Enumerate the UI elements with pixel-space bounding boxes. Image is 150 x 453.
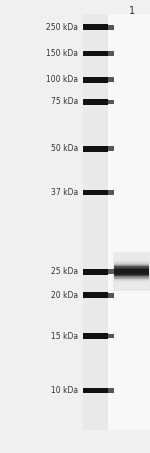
FancyBboxPatch shape — [114, 276, 148, 277]
FancyBboxPatch shape — [83, 145, 108, 151]
Text: 20 kDa: 20 kDa — [51, 291, 78, 300]
FancyBboxPatch shape — [83, 50, 108, 56]
FancyBboxPatch shape — [114, 272, 148, 273]
FancyBboxPatch shape — [114, 264, 148, 265]
FancyBboxPatch shape — [114, 270, 148, 271]
FancyBboxPatch shape — [114, 279, 148, 280]
FancyBboxPatch shape — [108, 51, 114, 56]
FancyBboxPatch shape — [108, 146, 114, 151]
FancyBboxPatch shape — [114, 268, 148, 269]
FancyBboxPatch shape — [108, 77, 114, 82]
FancyBboxPatch shape — [83, 189, 108, 196]
FancyBboxPatch shape — [114, 267, 148, 268]
FancyBboxPatch shape — [114, 271, 148, 272]
Text: 75 kDa: 75 kDa — [51, 97, 78, 106]
FancyBboxPatch shape — [114, 273, 148, 274]
FancyBboxPatch shape — [108, 334, 114, 338]
FancyBboxPatch shape — [114, 279, 148, 280]
FancyBboxPatch shape — [83, 24, 108, 30]
FancyBboxPatch shape — [114, 264, 148, 265]
Text: 250 kDa: 250 kDa — [46, 23, 78, 32]
FancyBboxPatch shape — [83, 388, 108, 393]
FancyBboxPatch shape — [114, 269, 148, 270]
FancyBboxPatch shape — [108, 293, 114, 298]
FancyBboxPatch shape — [114, 274, 148, 275]
FancyBboxPatch shape — [114, 273, 148, 274]
FancyBboxPatch shape — [83, 293, 108, 298]
Text: 100 kDa: 100 kDa — [46, 75, 78, 84]
FancyBboxPatch shape — [114, 271, 148, 272]
Text: 25 kDa: 25 kDa — [51, 267, 78, 276]
FancyBboxPatch shape — [108, 270, 114, 274]
FancyBboxPatch shape — [83, 269, 108, 275]
FancyBboxPatch shape — [108, 25, 114, 29]
FancyBboxPatch shape — [114, 277, 148, 278]
FancyBboxPatch shape — [114, 263, 148, 264]
FancyBboxPatch shape — [114, 263, 148, 264]
Text: 15 kDa: 15 kDa — [51, 332, 78, 341]
Text: 150 kDa: 150 kDa — [46, 49, 78, 58]
FancyBboxPatch shape — [83, 14, 108, 430]
FancyBboxPatch shape — [114, 272, 148, 273]
FancyBboxPatch shape — [108, 100, 114, 104]
FancyBboxPatch shape — [108, 190, 114, 195]
FancyBboxPatch shape — [114, 275, 148, 276]
FancyBboxPatch shape — [114, 270, 148, 271]
FancyBboxPatch shape — [114, 265, 148, 266]
FancyBboxPatch shape — [83, 333, 108, 339]
Text: 1: 1 — [129, 6, 135, 16]
FancyBboxPatch shape — [112, 252, 150, 291]
FancyBboxPatch shape — [114, 271, 148, 272]
FancyBboxPatch shape — [114, 266, 148, 267]
FancyBboxPatch shape — [114, 276, 148, 277]
Text: 10 kDa: 10 kDa — [51, 386, 78, 395]
FancyBboxPatch shape — [114, 268, 148, 269]
FancyBboxPatch shape — [114, 277, 148, 278]
FancyBboxPatch shape — [114, 267, 148, 268]
FancyBboxPatch shape — [114, 265, 148, 266]
FancyBboxPatch shape — [114, 278, 148, 279]
FancyBboxPatch shape — [114, 273, 148, 274]
FancyBboxPatch shape — [83, 99, 108, 105]
FancyBboxPatch shape — [108, 388, 114, 393]
FancyBboxPatch shape — [114, 274, 148, 275]
Text: 50 kDa: 50 kDa — [51, 144, 78, 153]
FancyBboxPatch shape — [114, 264, 148, 265]
FancyBboxPatch shape — [114, 269, 148, 270]
FancyBboxPatch shape — [83, 77, 108, 82]
FancyBboxPatch shape — [114, 275, 148, 276]
Text: 37 kDa: 37 kDa — [51, 188, 78, 197]
FancyBboxPatch shape — [82, 14, 150, 430]
FancyBboxPatch shape — [114, 266, 148, 267]
FancyBboxPatch shape — [114, 278, 148, 279]
